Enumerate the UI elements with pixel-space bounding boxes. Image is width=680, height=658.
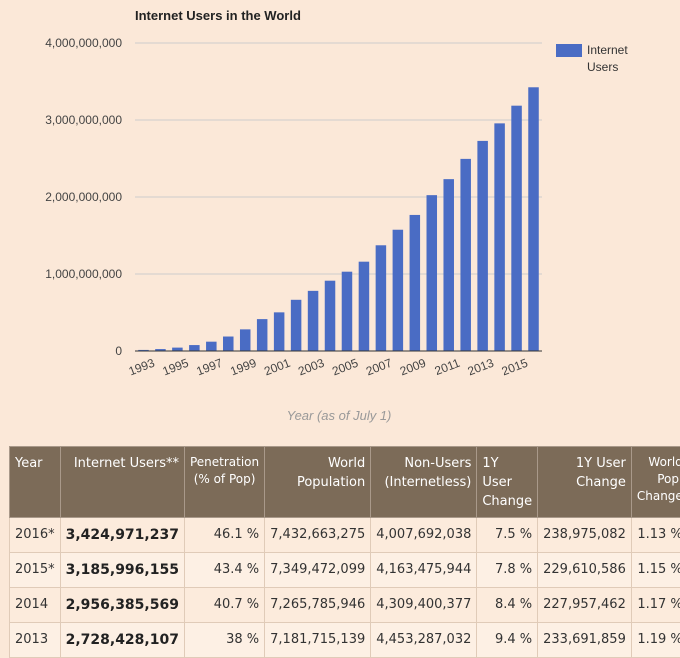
- legend-label-line1: Internet: [587, 43, 628, 57]
- y-tick-label: 1,000,000,000: [45, 267, 122, 281]
- table-cell: 2015*: [10, 553, 61, 588]
- col-header-world-pop-change: World Pop. Change: [631, 447, 680, 518]
- table-cell: 7,265,785,946: [265, 588, 371, 623]
- internet-stats-table: Year Internet Users** Penetration (% of …: [9, 446, 680, 658]
- table-cell: 2014: [10, 588, 61, 623]
- table-cell: 233,691,859: [538, 623, 632, 658]
- bar-1998: [223, 337, 234, 351]
- table-header-row: Year Internet Users** Penetration (% of …: [10, 447, 680, 518]
- bar-2010: [427, 195, 438, 351]
- bar-2012: [460, 159, 471, 351]
- x-tick-label: 2003: [296, 356, 326, 379]
- bar-2000: [257, 319, 268, 351]
- bar-2005: [342, 272, 353, 351]
- table-cell: 227,957,462: [538, 588, 632, 623]
- bar-2015: [511, 106, 522, 351]
- x-tick-label: 1999: [228, 356, 258, 379]
- col-header-non-users: Non-Users (Internetless): [371, 447, 477, 518]
- bar-2006: [359, 262, 370, 351]
- x-tick-label: 1995: [161, 356, 191, 379]
- table-cell: 4,007,692,038: [371, 518, 477, 553]
- bar-2003: [308, 291, 319, 351]
- y-tick-label: 3,000,000,000: [45, 113, 122, 127]
- bar-2004: [325, 281, 336, 351]
- table-cell: 40.7 %: [184, 588, 264, 623]
- x-tick-label: 1993: [127, 356, 157, 379]
- table-cell: 4,453,287,032: [371, 623, 477, 658]
- bar-1999: [240, 329, 251, 351]
- x-tick-label: 2013: [466, 356, 496, 379]
- table-cell: 3,424,971,237: [60, 518, 184, 553]
- table-cell: 238,975,082: [538, 518, 632, 553]
- bar-2016: [528, 87, 539, 351]
- col-header-1y-user-change-pct: 1Y User Change: [477, 447, 538, 518]
- x-tick-label: 2009: [398, 356, 428, 379]
- x-tick-label: 2007: [364, 356, 394, 379]
- bar-2013: [477, 141, 488, 351]
- table-cell: 43.4 %: [184, 553, 264, 588]
- col-header-1y-user-change: 1Y User Change: [538, 447, 632, 518]
- table-cell: 7,432,663,275: [265, 518, 371, 553]
- bar-2007: [376, 245, 387, 351]
- bar-2008: [393, 230, 404, 351]
- table-cell: 7,181,715,139: [265, 623, 371, 658]
- x-tick-label: 2015: [500, 356, 530, 379]
- col-header-penetration: Penetration (% of Pop): [184, 447, 264, 518]
- table-cell: 1.13 %: [631, 518, 680, 553]
- table-cell: 38 %: [184, 623, 264, 658]
- table-cell: 1.17 %: [631, 588, 680, 623]
- chart-title: Internet Users in the World: [135, 8, 301, 23]
- table-cell: 1.19 %: [631, 623, 680, 658]
- table-cell: 2013: [10, 623, 61, 658]
- table-cell: 4,163,475,944: [371, 553, 477, 588]
- y-tick-label: 0: [115, 344, 122, 358]
- table-cell: 4,309,400,377: [371, 588, 477, 623]
- col-header-internet-users: Internet Users**: [60, 447, 184, 518]
- table-cell: 3,185,996,155: [60, 553, 184, 588]
- legend-swatch: [556, 44, 582, 57]
- table-cell: 229,610,586: [538, 553, 632, 588]
- x-tick-label: 2005: [330, 356, 360, 379]
- x-tick-label: 1997: [194, 356, 224, 379]
- table-cell: 46.1 %: [184, 518, 264, 553]
- table-cell: 2,956,385,569: [60, 588, 184, 623]
- bar-2009: [410, 215, 421, 351]
- table-cell: 7,349,472,099: [265, 553, 371, 588]
- y-axis-ticks: 0 1,000,000,000 2,000,000,000 3,000,000,000…: [45, 36, 122, 358]
- table-cell: 7.5 %: [477, 518, 538, 553]
- y-tick-label: 2,000,000,000: [45, 190, 122, 204]
- x-tick-label: 2011: [433, 356, 462, 378]
- table-cell: 8.4 %: [477, 588, 538, 623]
- x-axis-label: Year (as of July 1): [287, 408, 392, 423]
- table-cell: 2,728,428,107: [60, 623, 184, 658]
- bar-1995: [172, 348, 183, 351]
- y-tick-label: 4,000,000,000: [45, 36, 122, 50]
- col-header-year: Year: [10, 447, 61, 518]
- table-cell: 1.15 %: [631, 553, 680, 588]
- bar-2002: [291, 300, 302, 351]
- bar-2014: [494, 123, 505, 351]
- legend: Internet Users: [556, 43, 628, 74]
- chart: Internet Users in the World 0 1,000,000,0…: [0, 0, 680, 440]
- x-tick-label: 2001: [262, 356, 292, 379]
- chart-bars: [138, 87, 539, 351]
- table-cell: 9.4 %: [477, 623, 538, 658]
- bar-2001: [274, 312, 285, 351]
- bar-2011: [443, 179, 454, 351]
- legend-label-line2: Users: [587, 60, 618, 74]
- bar-1997: [206, 342, 217, 351]
- bar-1996: [189, 345, 200, 351]
- table-cell: 2016*: [10, 518, 61, 553]
- col-header-world-population: World Population: [265, 447, 371, 518]
- table-cell: 7.8 %: [477, 553, 538, 588]
